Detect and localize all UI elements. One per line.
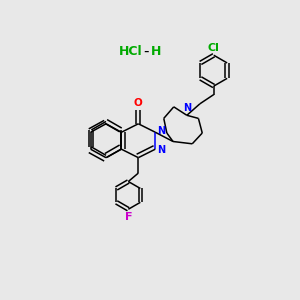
Text: N: N [158, 127, 166, 136]
Text: N: N [183, 103, 191, 113]
Text: H: H [151, 45, 161, 58]
Text: Cl: Cl [208, 43, 220, 53]
Text: O: O [134, 98, 143, 108]
Text: HCl: HCl [119, 45, 142, 58]
Text: F: F [124, 212, 132, 222]
Text: N: N [158, 145, 166, 155]
Text: -: - [143, 44, 149, 59]
